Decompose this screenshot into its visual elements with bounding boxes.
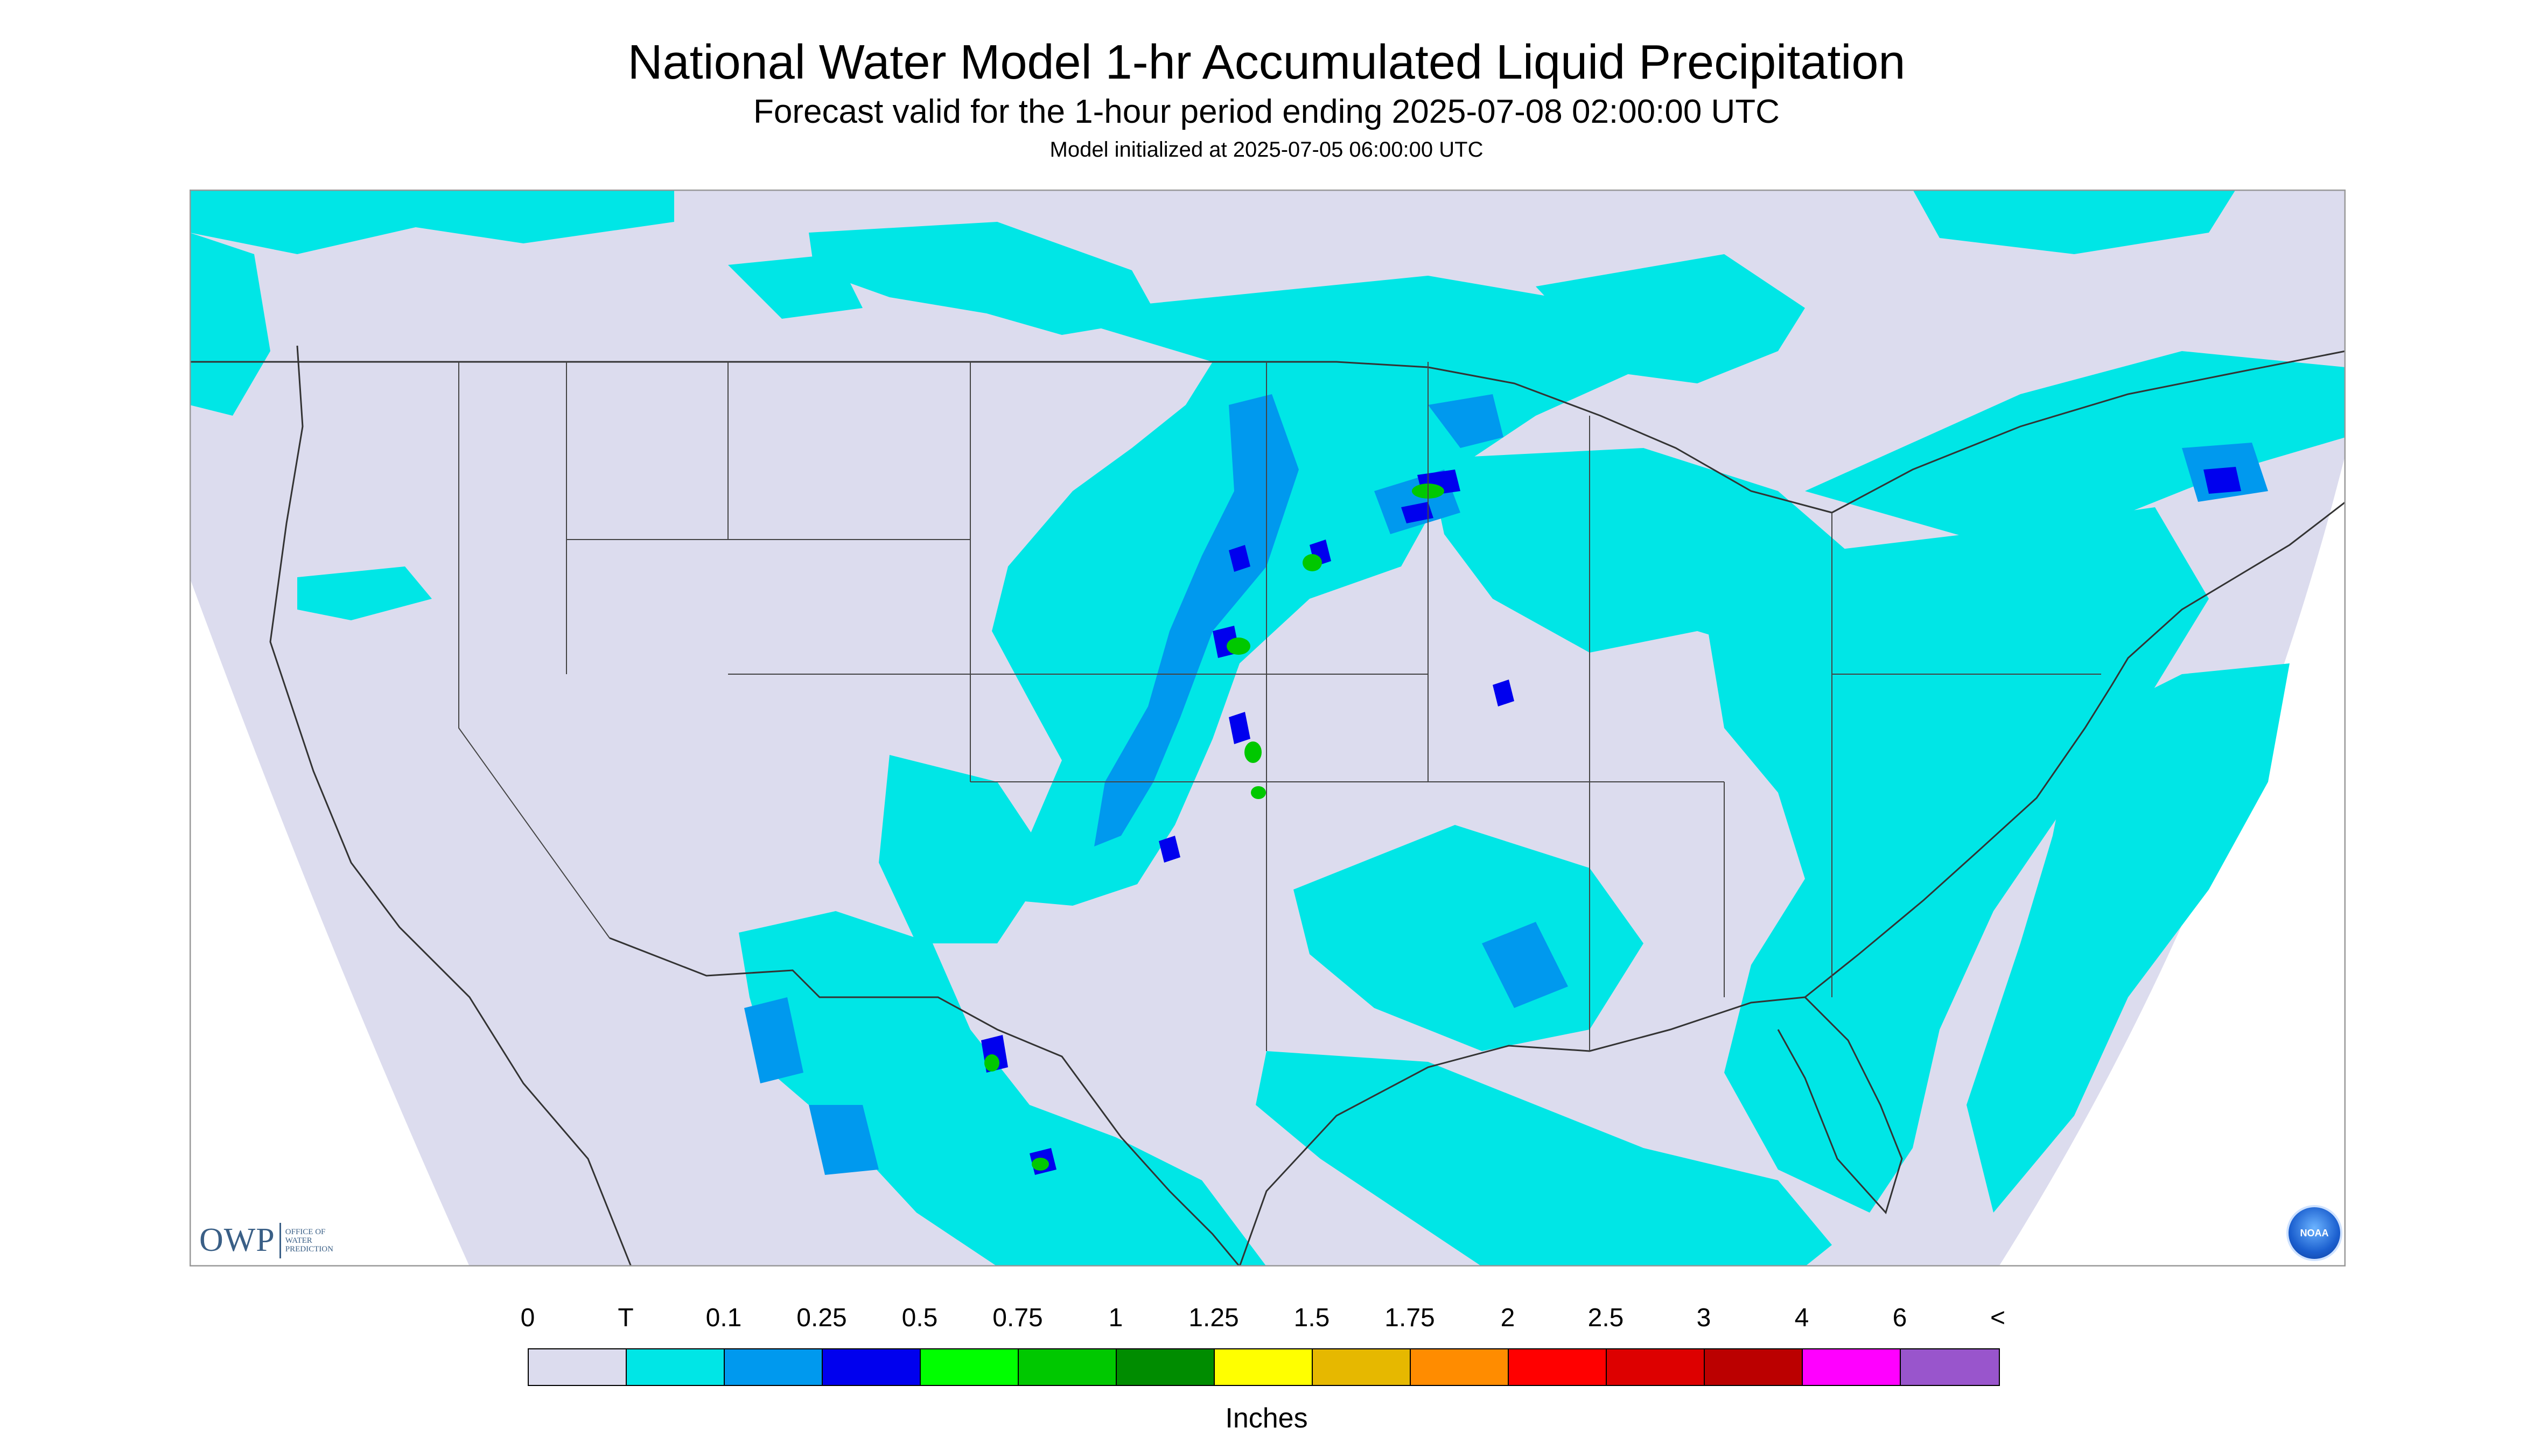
outside-domain-left [190, 577, 470, 1266]
legend-tick-label: 4 [1794, 1304, 1809, 1332]
legend-tick-label: 2.5 [1587, 1304, 1624, 1332]
noaa-logo-text: NOAA [2300, 1227, 2329, 1238]
owp-logo-line-2: WATER [285, 1236, 312, 1245]
owp-logo: OWP OFFICE OF WATER PREDICTION [199, 1221, 333, 1259]
gulf-coast [1238, 996, 1903, 1266]
legend-tick-label: 1.25 [1188, 1304, 1239, 1332]
owp-logo-line-1: OFFICE OF [285, 1227, 326, 1236]
legend-swatch [1019, 1349, 1117, 1385]
owp-logo-line-3: PREDICTION [285, 1244, 333, 1254]
us-canada-border [190, 350, 2346, 514]
legend-swatch [1705, 1349, 1803, 1385]
legend-tick-label: 0.25 [796, 1304, 847, 1332]
legend-swatch [1509, 1349, 1607, 1385]
legend-swatch [921, 1349, 1019, 1385]
map-frame-border [190, 190, 2346, 1266]
legend-tick-label: 0.5 [901, 1304, 938, 1332]
us-mexico-border [609, 937, 1241, 1266]
legend-color-bar [528, 1348, 2000, 1386]
model-init-time: Model initialized at 2025-07-05 06:00:00… [1049, 138, 1484, 162]
legend-tick-label: 0.75 [992, 1304, 1043, 1332]
legend-tick-label: 2 [1500, 1304, 1515, 1332]
legend-tick-label: 3 [1696, 1304, 1711, 1332]
legend-tick-label: 0.1 [705, 1304, 742, 1332]
legend-swatch [1607, 1349, 1705, 1385]
owp-logo-mark: OWP [199, 1222, 275, 1258]
owp-logo-divider [279, 1222, 281, 1258]
noaa-logo: NOAA [2286, 1205, 2342, 1261]
legend-swatch [823, 1349, 921, 1385]
precipitation-map [190, 190, 2346, 1266]
west-coast [269, 345, 632, 1266]
legend-swatch [725, 1349, 823, 1385]
legend-tick-label: 1.5 [1293, 1304, 1330, 1332]
legend-swatch [529, 1349, 627, 1385]
legend-tick-label: 0 [520, 1304, 535, 1332]
precip-trace-areas [190, 190, 2346, 1266]
legend-swatch [1215, 1349, 1313, 1385]
map-subtitle: Forecast valid for the 1-hour period end… [753, 93, 1780, 130]
legend-swatch [1411, 1349, 1509, 1385]
precip-heavy-areas [984, 484, 1444, 1171]
legend-tick-label: 1 [1108, 1304, 1123, 1332]
legend-tick-label: T [618, 1304, 634, 1332]
legend-swatch [1313, 1349, 1411, 1385]
legend-tick-label: 1.75 [1384, 1304, 1435, 1332]
legend-tick-label: < [1990, 1304, 2006, 1332]
legend-swatch [627, 1349, 725, 1385]
state-lines [458, 362, 2101, 1051]
legend-swatch [1117, 1349, 1215, 1385]
east-coast [1804, 501, 2346, 998]
legend-swatch [1803, 1349, 1901, 1385]
map-title: National Water Model 1-hr Accumulated Li… [627, 36, 1906, 89]
outside-domain-right [1999, 453, 2346, 1266]
boundaries [190, 345, 2346, 1266]
owp-logo-text: OFFICE OF WATER PREDICTION [285, 1228, 333, 1254]
legend-swatch [1901, 1349, 1999, 1385]
legend-units: Inches [1225, 1403, 1308, 1434]
legend-tick-label: 6 [1892, 1304, 1907, 1332]
